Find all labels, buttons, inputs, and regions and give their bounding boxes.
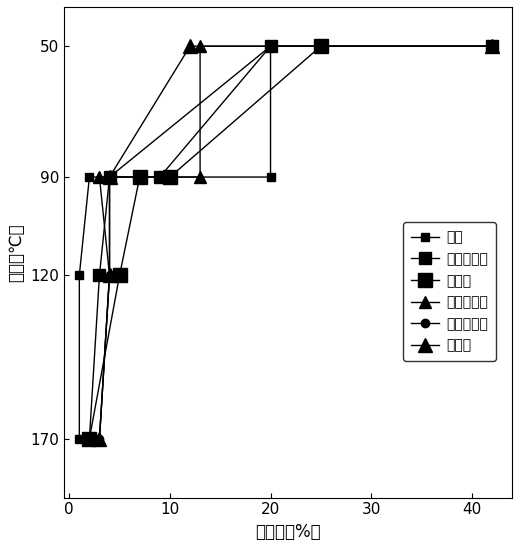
Line: 泥灰岩: 泥灰岩 <box>83 39 328 446</box>
Line: 灰质白云岩: 灰质白云岩 <box>94 41 498 444</box>
白云岩 <box>489 43 495 49</box>
灰质白云岩 <box>489 43 495 49</box>
白云岩 <box>187 43 193 49</box>
泥灰岩 <box>116 272 122 278</box>
灰岩 <box>86 174 92 180</box>
灰质白云岩 <box>97 174 103 180</box>
灰质白云岩 <box>197 43 203 49</box>
泥质白云岩 <box>106 174 113 180</box>
灰岩 <box>489 43 495 49</box>
白云质灰岩 <box>157 174 163 180</box>
Line: 白云岩: 白云岩 <box>92 39 499 446</box>
灰质白云岩 <box>197 174 203 180</box>
白云质灰岩 <box>489 43 495 49</box>
泥灰岩 <box>136 174 143 180</box>
白云岩 <box>106 174 113 180</box>
Line: 泥质白云岩: 泥质白云岩 <box>95 42 275 443</box>
泥灰岩 <box>167 174 173 180</box>
灰岩 <box>267 174 274 180</box>
灰岩 <box>267 43 274 49</box>
白云质灰岩 <box>106 174 113 180</box>
Line: 白云质灰岩: 白云质灰岩 <box>84 41 498 444</box>
泥质白云岩 <box>106 272 113 278</box>
泥质白云岩 <box>267 43 274 49</box>
灰岩 <box>76 436 83 442</box>
灰质白云岩 <box>106 272 113 278</box>
泥质白云岩 <box>97 436 103 442</box>
Legend: 灰岩, 白云质灰岩, 泥灰岩, 灰质白云岩, 泥质白云岩, 白云岩: 灰岩, 白云质灰岩, 泥灰岩, 灰质白云岩, 泥质白云岩, 白云岩 <box>403 222 496 361</box>
白云质灰岩 <box>97 272 103 278</box>
泥灰岩 <box>318 43 324 49</box>
Line: 灰岩: 灰岩 <box>75 42 496 443</box>
白云岩 <box>106 272 113 278</box>
白云岩 <box>97 436 103 442</box>
灰质白云岩 <box>97 436 103 442</box>
白云质灰岩 <box>267 43 274 49</box>
泥灰岩 <box>86 436 92 442</box>
灰岩 <box>76 272 83 278</box>
Y-axis label: 温度（℃）: 温度（℃） <box>7 223 25 282</box>
白云质灰岩 <box>86 436 92 442</box>
X-axis label: 增重率（%）: 增重率（%） <box>255 523 321 541</box>
